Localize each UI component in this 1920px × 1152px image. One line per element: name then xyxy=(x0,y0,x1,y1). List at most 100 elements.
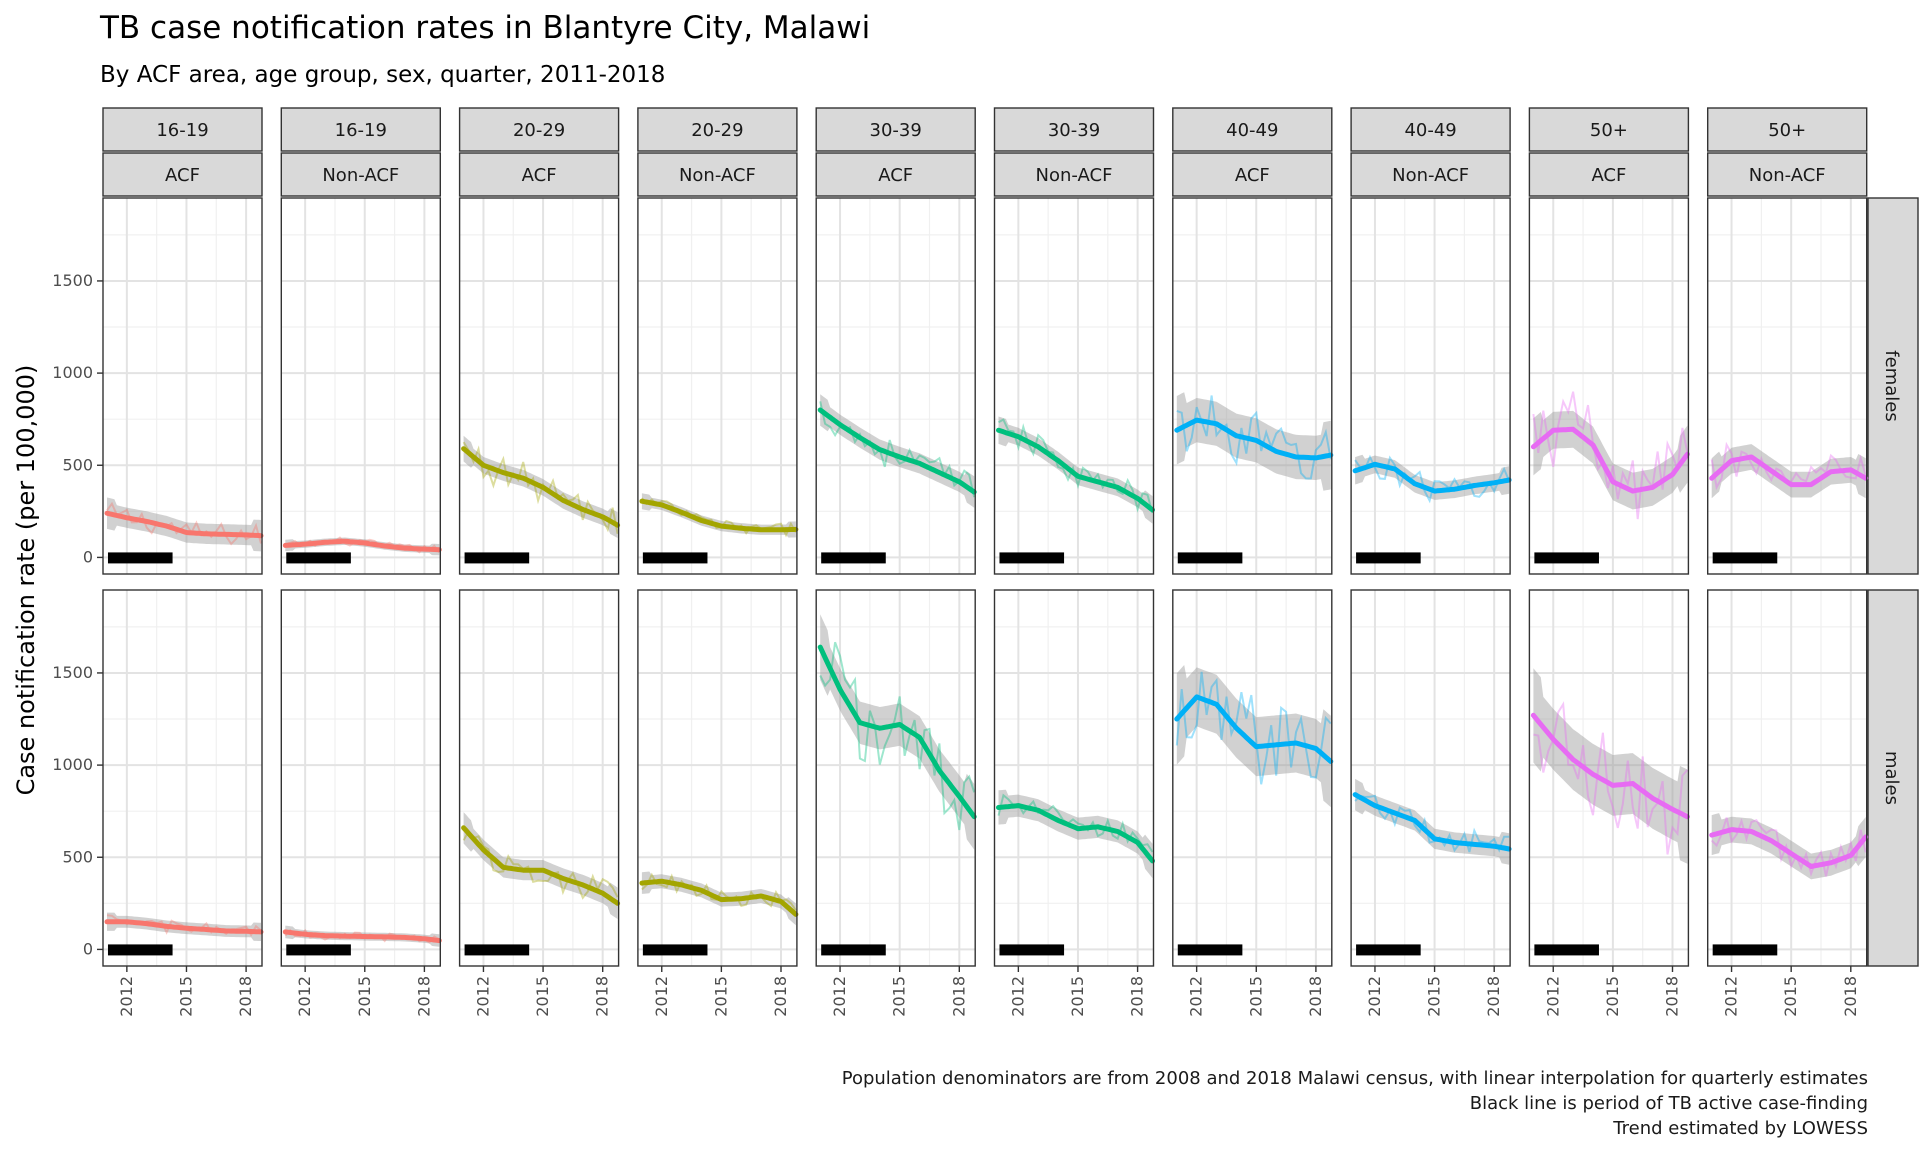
x-tick-label: 2018 xyxy=(1306,976,1325,1017)
lowess-trend-line xyxy=(1352,461,1512,494)
x-tick-label: 2012 xyxy=(1008,976,1027,1017)
x-tick-label: 2018 xyxy=(1841,976,1860,1017)
strip-area-bg xyxy=(102,152,263,197)
lowess-trend-line xyxy=(1352,792,1512,852)
x-tick-label: 2015 xyxy=(176,976,195,1017)
lowess-trend-line xyxy=(104,510,264,539)
strip-area-label: ACF xyxy=(1591,165,1626,186)
confidence-band xyxy=(1176,665,1331,808)
strip-age-label: 40-49 xyxy=(1404,120,1456,141)
facet-panel xyxy=(1172,197,1334,575)
panel-frame xyxy=(458,197,620,575)
strip-area-bg xyxy=(1706,152,1868,197)
strip-area-bg xyxy=(280,152,441,197)
acf-period-bar xyxy=(464,552,530,564)
acf-period-bar xyxy=(821,944,886,956)
y-tick-label: 1500 xyxy=(52,663,93,682)
quarterly-series-line xyxy=(819,641,976,831)
strip-age-bg xyxy=(815,107,976,152)
lowess-trend-line xyxy=(817,407,977,495)
quarterly-series-line xyxy=(106,501,262,546)
panel-frame xyxy=(993,589,1155,967)
quarterly-series-line xyxy=(1354,794,1510,853)
confidence-band xyxy=(820,614,975,850)
lowess-trend-line xyxy=(996,427,1155,513)
x-tick-label: 2012 xyxy=(117,976,136,1017)
y-tick-label: 1000 xyxy=(52,755,93,774)
panel-frame xyxy=(1172,197,1333,575)
x-tick-label: 2015 xyxy=(1603,976,1622,1017)
lowess-trend-line xyxy=(639,498,799,533)
strip-age-label: 20-29 xyxy=(691,120,743,141)
strip-area-label: Non-ACF xyxy=(322,165,399,186)
strip-area-bg xyxy=(815,152,976,197)
lowess-trend-line xyxy=(996,803,1155,864)
chart-title: TB case notification rates in Blantyre C… xyxy=(99,10,870,46)
panel-frame xyxy=(1706,589,1868,967)
lowess-trend-line xyxy=(1174,417,1334,461)
x-tick-label: 2015 xyxy=(1425,976,1444,1017)
y-tick-label: 1500 xyxy=(52,271,93,290)
confidence-band xyxy=(641,493,796,538)
panel-frame xyxy=(815,197,976,575)
y-axis-label: Case notification rate (per 100,000) xyxy=(12,365,40,796)
acf-period-bar xyxy=(1712,552,1778,564)
y-tick-label: 0 xyxy=(83,547,93,566)
strip-age-label: 30-39 xyxy=(870,120,922,141)
quarterly-series-line xyxy=(641,872,797,911)
strip-age-bg xyxy=(280,107,441,152)
strip-row-bg xyxy=(1867,589,1919,967)
lowess-trend-line xyxy=(282,929,442,944)
x-tick-label: 2012 xyxy=(652,976,671,1017)
facet-panel xyxy=(993,197,1155,575)
facet-grid: 16-19 ACF 16-19 Non-ACF 20-29 ACF 20-29 Non-ACF… xyxy=(52,107,1919,1017)
x-tick-label: 2012 xyxy=(1365,976,1384,1017)
x-tick-label: 2015 xyxy=(711,976,730,1017)
strip-age-bg xyxy=(993,107,1155,152)
strip-area-label: ACF xyxy=(1235,165,1270,186)
facet-panel: 2012 2015 2018 xyxy=(815,589,977,1017)
confidence-band xyxy=(463,812,618,919)
strip-area-label: Non-ACF xyxy=(1036,165,1113,186)
strip-area-bg xyxy=(1350,152,1511,197)
strip-age-label: 30-39 xyxy=(1048,120,1100,141)
confidence-band xyxy=(1533,410,1688,510)
lowess-trend-line xyxy=(1709,454,1869,488)
caption-line-3: Trend estimated by LOWESS xyxy=(1612,1118,1868,1139)
x-tick-label: 2015 xyxy=(533,976,552,1017)
acf-period-bar xyxy=(286,944,351,956)
acf-period-bar xyxy=(1712,944,1778,956)
strip-age-label: 16-19 xyxy=(335,120,387,141)
panel-frame xyxy=(458,589,620,967)
panel-frame xyxy=(102,589,263,967)
confidence-band xyxy=(1355,778,1510,865)
confidence-band xyxy=(998,789,1153,879)
x-tick-label: 2012 xyxy=(830,976,849,1017)
acf-period-bar xyxy=(107,944,173,956)
strip-age-label: 20-29 xyxy=(513,120,565,141)
panel-frame xyxy=(1528,197,1690,575)
strip-area-label: ACF xyxy=(878,165,913,186)
strip-row-bg xyxy=(1867,197,1919,575)
acf-period-bar xyxy=(1534,944,1599,956)
lowess-trend-line xyxy=(1709,827,1869,869)
x-tick-label: 2018 xyxy=(1663,976,1682,1017)
facet-panel: 2012 2015 2018 xyxy=(1706,589,1869,1017)
x-tick-label: 2015 xyxy=(1068,976,1087,1017)
strip-age-bg xyxy=(1706,107,1868,152)
acf-period-bar xyxy=(1534,552,1599,564)
panel-frame xyxy=(102,197,263,575)
lowess-trend-line xyxy=(282,538,442,553)
strip-area-bg xyxy=(1172,152,1333,197)
facet-panel xyxy=(815,197,977,575)
strip-age-label: 50+ xyxy=(1768,120,1806,141)
x-tick-label: 2012 xyxy=(1722,976,1741,1017)
x-tick-label: 2018 xyxy=(1484,976,1503,1017)
x-tick-label: 2012 xyxy=(473,976,492,1017)
acf-period-bar xyxy=(821,552,886,564)
y-tick-label: 500 xyxy=(62,847,93,866)
x-tick-label: 2012 xyxy=(295,976,314,1017)
facet-panel: 2012 2015 2018 xyxy=(1528,589,1690,1017)
facet-panel: 2012 2015 2018 xyxy=(102,589,264,1017)
facet-panel xyxy=(1350,197,1512,575)
